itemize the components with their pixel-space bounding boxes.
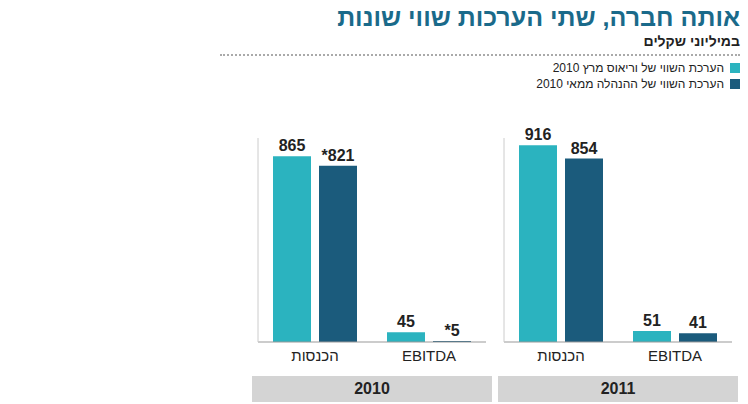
html-text:2010: 2010 (354, 380, 390, 397)
html-text:במיליוני שקלים: במיליוני שקלים (643, 33, 740, 49)
svg-text:854: 854 (571, 140, 598, 157)
svg-text:הכנסות: הכנסות (537, 347, 584, 364)
svg-text:EBITDA: EBITDA (648, 347, 702, 364)
svg-text:45: 45 (397, 313, 415, 330)
svg-text:EBITDA: EBITDA (402, 347, 456, 364)
svg-text:41: 41 (689, 314, 707, 331)
html-text:הערכת השווי של ההנהלה ממאי 201: הערכת השווי של ההנהלה ממאי 2010 (536, 77, 724, 91)
svg-text:הכנסות: הכנסות (291, 347, 338, 364)
html-text:אותה חברה, שתי הערכות שווי שונ: אותה חברה, שתי הערכות שווי שונות (337, 3, 740, 31)
svg-text:865: 865 (279, 137, 306, 154)
svg-text:916: 916 (525, 126, 552, 143)
html-text:2011: 2011 (600, 380, 636, 397)
svg-text:*821: *821 (322, 147, 355, 164)
svg-text:51: 51 (643, 312, 661, 329)
svg-text:*5: *5 (444, 322, 459, 339)
html-text:הערכת השווי של וריאוס מרץ 2010: הערכת השווי של וריאוס מרץ 2010 (552, 61, 724, 75)
